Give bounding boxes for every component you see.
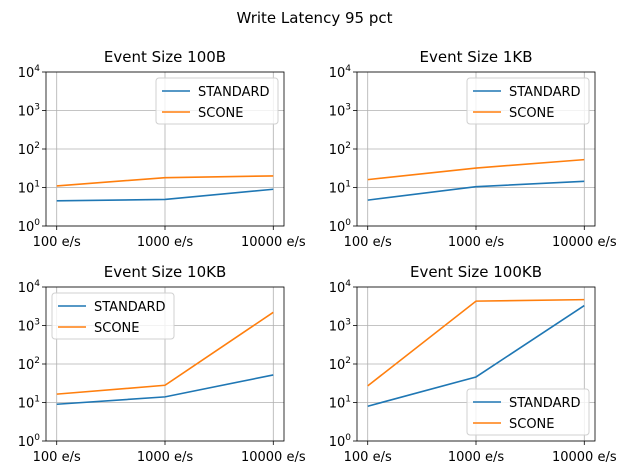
y-tick-label: 101 <box>329 395 351 412</box>
x-tick-label: 100 e/s <box>33 235 81 250</box>
x-tick-label: 10000 e/s <box>241 450 306 465</box>
y-tick-label: 100 <box>329 218 352 235</box>
legend-label: SCONE <box>198 106 244 121</box>
series-line-standard <box>367 180 585 201</box>
y-tick-label: 103 <box>18 318 40 335</box>
y-tick-label: 100 <box>18 433 41 450</box>
legend-label: STANDARD <box>94 300 166 315</box>
x-tick-label: 1000 e/s <box>137 235 194 250</box>
x-tick-label: 10000 e/s <box>241 235 306 250</box>
subplot-title: Event Size 10KB <box>104 263 227 281</box>
subplot-title: Event Size 100B <box>104 48 226 66</box>
y-tick-label: 101 <box>18 180 40 197</box>
x-tick-label: 10000 e/s <box>552 450 617 465</box>
legend: STANDARD SCONE <box>51 292 175 340</box>
y-tick-label: 100 <box>329 433 352 450</box>
x-tick-label: 1000 e/s <box>448 450 505 465</box>
y-tick-label: 100 <box>18 218 41 235</box>
x-tick-label: 10000 e/s <box>552 235 617 250</box>
series-line-standard <box>56 374 274 406</box>
figure-title: Write Latency 95 pct <box>237 9 393 27</box>
subplot-3: Event Size 10KB 100 101 102 103 104 100 e/s 100… <box>18 263 306 465</box>
legend-label: SCONE <box>509 106 555 121</box>
legend-label: STANDARD <box>198 85 270 100</box>
subplot-title: Event Size 1KB <box>420 48 533 66</box>
legend-label: STANDARD <box>509 85 581 100</box>
x-tick-label: 100 e/s <box>33 450 81 465</box>
y-tick-label: 103 <box>18 103 40 120</box>
y-tick-label: 102 <box>18 141 40 158</box>
y-tick-label: 102 <box>18 356 40 373</box>
series-line-scone <box>367 298 585 387</box>
legend: STANDARD SCONE <box>466 388 590 436</box>
x-tick-label: 1000 e/s <box>137 450 194 465</box>
x-tick-label: 100 e/s <box>344 235 392 250</box>
series-line-standard <box>56 188 274 202</box>
y-tick-label: 104 <box>329 279 352 296</box>
x-tick-label: 100 e/s <box>344 450 392 465</box>
series-line-scone <box>56 175 274 187</box>
legend: STANDARD SCONE <box>155 77 279 125</box>
y-tick-label: 103 <box>329 318 351 335</box>
x-tick-label: 1000 e/s <box>448 235 505 250</box>
series-line-scone <box>367 158 585 181</box>
legend-label: SCONE <box>94 321 140 336</box>
legend-label: STANDARD <box>509 396 581 411</box>
y-tick-label: 101 <box>329 180 351 197</box>
y-tick-label: 102 <box>329 141 351 158</box>
y-tick-label: 104 <box>329 64 352 81</box>
series-line-scone <box>56 311 274 395</box>
y-tick-label: 101 <box>18 395 40 412</box>
legend-label: SCONE <box>509 417 555 432</box>
y-tick-label: 104 <box>18 64 41 81</box>
y-tick-label: 102 <box>329 356 351 373</box>
subplot-title: Event Size 100KB <box>410 263 542 281</box>
subplot-2: Event Size 1KB 100 101 102 103 104 100 e/s 1000… <box>329 48 617 250</box>
y-tick-label: 103 <box>329 103 351 120</box>
subplot-1: Event Size 100B 100 101 102 103 104 100 e/s 100… <box>18 48 306 250</box>
legend: STANDARD SCONE <box>466 77 590 125</box>
subplot-4: Event Size 100KB 100 101 102 103 104 100 e/s 10… <box>329 263 617 465</box>
y-tick-label: 104 <box>18 279 41 296</box>
series-line-standard <box>367 304 585 408</box>
